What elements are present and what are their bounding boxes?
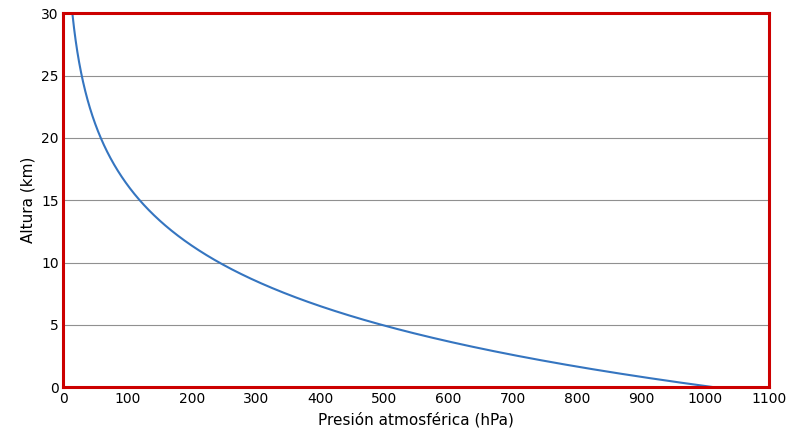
X-axis label: Presión atmosférica (hPa): Presión atmosférica (hPa) [318,412,515,427]
Y-axis label: Altura (km): Altura (km) [21,157,36,243]
